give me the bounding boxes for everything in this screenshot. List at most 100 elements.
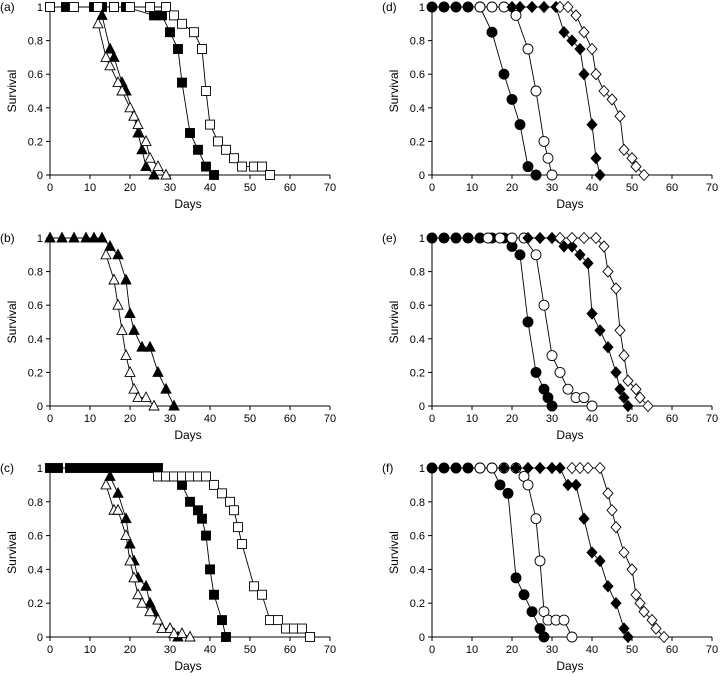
data-point xyxy=(634,391,646,404)
data-point xyxy=(140,391,152,403)
data-point xyxy=(582,257,594,270)
y-tick-label: 0.6 xyxy=(410,69,425,81)
data-point xyxy=(96,231,108,243)
data-point xyxy=(176,627,188,639)
x-tick-label: 10 xyxy=(84,644,96,656)
data-point xyxy=(197,513,207,524)
data-point xyxy=(450,232,462,244)
data-series xyxy=(474,462,578,643)
data-point xyxy=(586,118,598,131)
data-point xyxy=(426,462,438,474)
data-point xyxy=(168,399,180,411)
chart-panel: 0 10 20 30 40 50 60 70 0 0.2 0.4 0.6 0.8 1 Days Surviva… xyxy=(0,461,336,673)
data-point xyxy=(590,152,602,165)
data-point xyxy=(622,630,634,644)
data-point xyxy=(606,93,618,106)
x-tick-label: 0 xyxy=(47,413,53,425)
x-tick-label: 60 xyxy=(666,644,678,656)
data-point xyxy=(205,564,215,575)
data-point xyxy=(506,232,518,244)
x-tick-label: 20 xyxy=(124,644,136,656)
y-tick-label: 0 xyxy=(37,632,43,644)
data-point xyxy=(626,152,638,165)
data-point xyxy=(69,2,79,12)
y-tick-label: 1 xyxy=(37,463,43,475)
data-point xyxy=(426,1,438,13)
data-point xyxy=(120,512,132,524)
data-point xyxy=(554,0,566,14)
data-point xyxy=(201,530,211,541)
x-tick-label: 20 xyxy=(124,182,136,194)
data-point xyxy=(160,168,172,180)
data-point xyxy=(125,2,135,12)
y-tick-label: 0.8 xyxy=(410,267,425,279)
y-tick-label: 0.2 xyxy=(28,367,43,379)
data-point xyxy=(173,44,183,54)
data-point xyxy=(578,26,590,39)
data-point xyxy=(538,135,550,147)
x-tick-label: 20 xyxy=(124,413,136,425)
x-tick-label: 20 xyxy=(506,413,518,425)
data-point xyxy=(630,383,642,396)
data-point xyxy=(638,168,650,182)
x-tick-label: 40 xyxy=(204,413,216,425)
x-tick-label: 70 xyxy=(706,413,718,425)
data-point xyxy=(630,160,642,173)
data-point xyxy=(638,605,650,618)
x-tick-label: 40 xyxy=(204,182,216,194)
data-point xyxy=(614,324,626,337)
data-point xyxy=(542,152,554,164)
chart-panel: 0 10 20 30 40 50 60 70 0 0.2 0.4 0.6 0.8 1 Days Surviva… xyxy=(382,461,718,673)
data-point xyxy=(128,382,140,394)
data-point xyxy=(546,169,558,181)
data-point xyxy=(526,0,538,14)
y-tick-label: 0.2 xyxy=(28,598,43,610)
data-point xyxy=(132,391,144,403)
data-point xyxy=(109,2,119,12)
data-point xyxy=(586,307,598,320)
y-tick-label: 0.2 xyxy=(410,598,425,610)
data-point xyxy=(120,529,132,541)
x-tick-label: 60 xyxy=(284,644,296,656)
data-series xyxy=(426,1,542,181)
data-point xyxy=(634,597,646,610)
x-tick-label: 0 xyxy=(429,413,435,425)
series-line xyxy=(50,467,227,638)
y-tick-label: 0.8 xyxy=(410,36,425,48)
data-point xyxy=(152,160,164,172)
y-axis-label: Survival xyxy=(5,70,19,113)
x-tick-label: 30 xyxy=(546,182,558,194)
data-point xyxy=(506,0,518,14)
data-point xyxy=(594,324,606,337)
y-tick-label: 0 xyxy=(419,170,425,182)
data-point xyxy=(450,462,462,474)
panel-label: (c) xyxy=(0,461,14,475)
data-point xyxy=(582,461,594,475)
y-tick-label: 0 xyxy=(37,170,43,182)
y-tick-label: 0.4 xyxy=(410,334,425,346)
x-tick-label: 10 xyxy=(466,413,478,425)
data-point xyxy=(112,298,124,310)
data-point xyxy=(618,143,630,156)
x-tick-label: 30 xyxy=(546,413,558,425)
y-tick-label: 0.2 xyxy=(410,367,425,379)
y-tick-label: 0.4 xyxy=(28,103,43,115)
x-tick-label: 70 xyxy=(324,413,336,425)
data-point xyxy=(88,231,100,243)
data-point xyxy=(534,231,546,245)
data-point xyxy=(590,68,602,81)
x-tick-label: 40 xyxy=(586,413,598,425)
chart-panel: 0 10 20 30 40 50 60 70 0 0.2 0.4 0.6 0.8 1 Days Surviva… xyxy=(0,0,336,211)
x-tick-label: 50 xyxy=(626,182,638,194)
data-point xyxy=(44,231,56,243)
data-point xyxy=(205,119,215,130)
data-point xyxy=(530,169,542,181)
data-point xyxy=(554,366,566,378)
data-point xyxy=(112,76,124,88)
data-point xyxy=(546,350,558,362)
y-tick-label: 0.8 xyxy=(28,267,43,279)
data-point xyxy=(185,496,195,507)
data-point xyxy=(128,109,140,121)
data-point xyxy=(112,486,124,498)
